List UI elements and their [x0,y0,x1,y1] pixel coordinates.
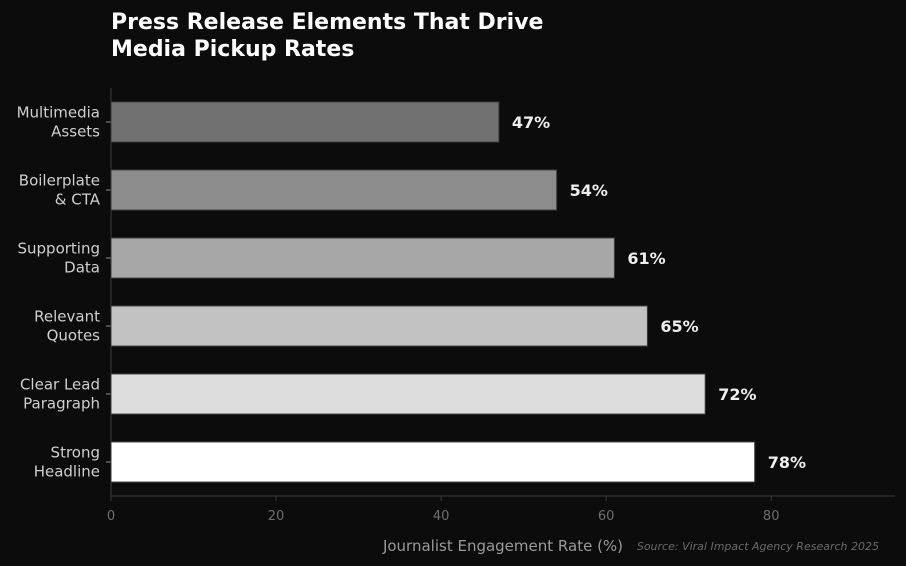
value-label: 61% [627,249,665,268]
category-label: Headline [34,463,100,481]
chart-title: Press Release Elements That Drive Media … [111,9,711,63]
category-label: & CTA [55,191,101,209]
x-axis-label: Journalist Engagement Rate (%) [382,537,623,555]
category-label: Data [64,259,100,277]
category-label: Quotes [47,327,101,345]
category-label: Supporting [18,240,101,258]
bar [110,305,648,347]
bar [110,237,615,279]
x-tick-label: 60 [598,509,615,524]
value-label: 78% [768,453,806,472]
category-label: Strong [51,444,100,462]
bar [110,169,558,211]
category-label: Boilerplate [19,172,100,190]
category-label: Relevant [34,308,100,326]
category-label: Multimedia [17,104,100,122]
x-tick-label: 40 [433,509,450,524]
x-tick-label: 80 [763,509,780,524]
chart-title-line-2: Media Pickup Rates [111,37,355,62]
category-label: Clear Lead [20,376,100,394]
category-label: Assets [51,123,100,141]
value-label: 54% [570,181,608,200]
value-label: 65% [660,317,698,336]
x-tick-label: 0 [107,509,115,524]
category-label: Paragraph [23,395,100,413]
chart-title-line-1: Press Release Elements That Drive [111,10,544,35]
bar [110,101,500,143]
bar [110,373,706,415]
value-label: 47% [512,113,550,132]
x-tick-label: 20 [268,509,285,524]
source-note: Source: Viral Impact Agency Research 202… [637,540,879,553]
bar [110,441,756,483]
value-label: 72% [718,385,756,404]
